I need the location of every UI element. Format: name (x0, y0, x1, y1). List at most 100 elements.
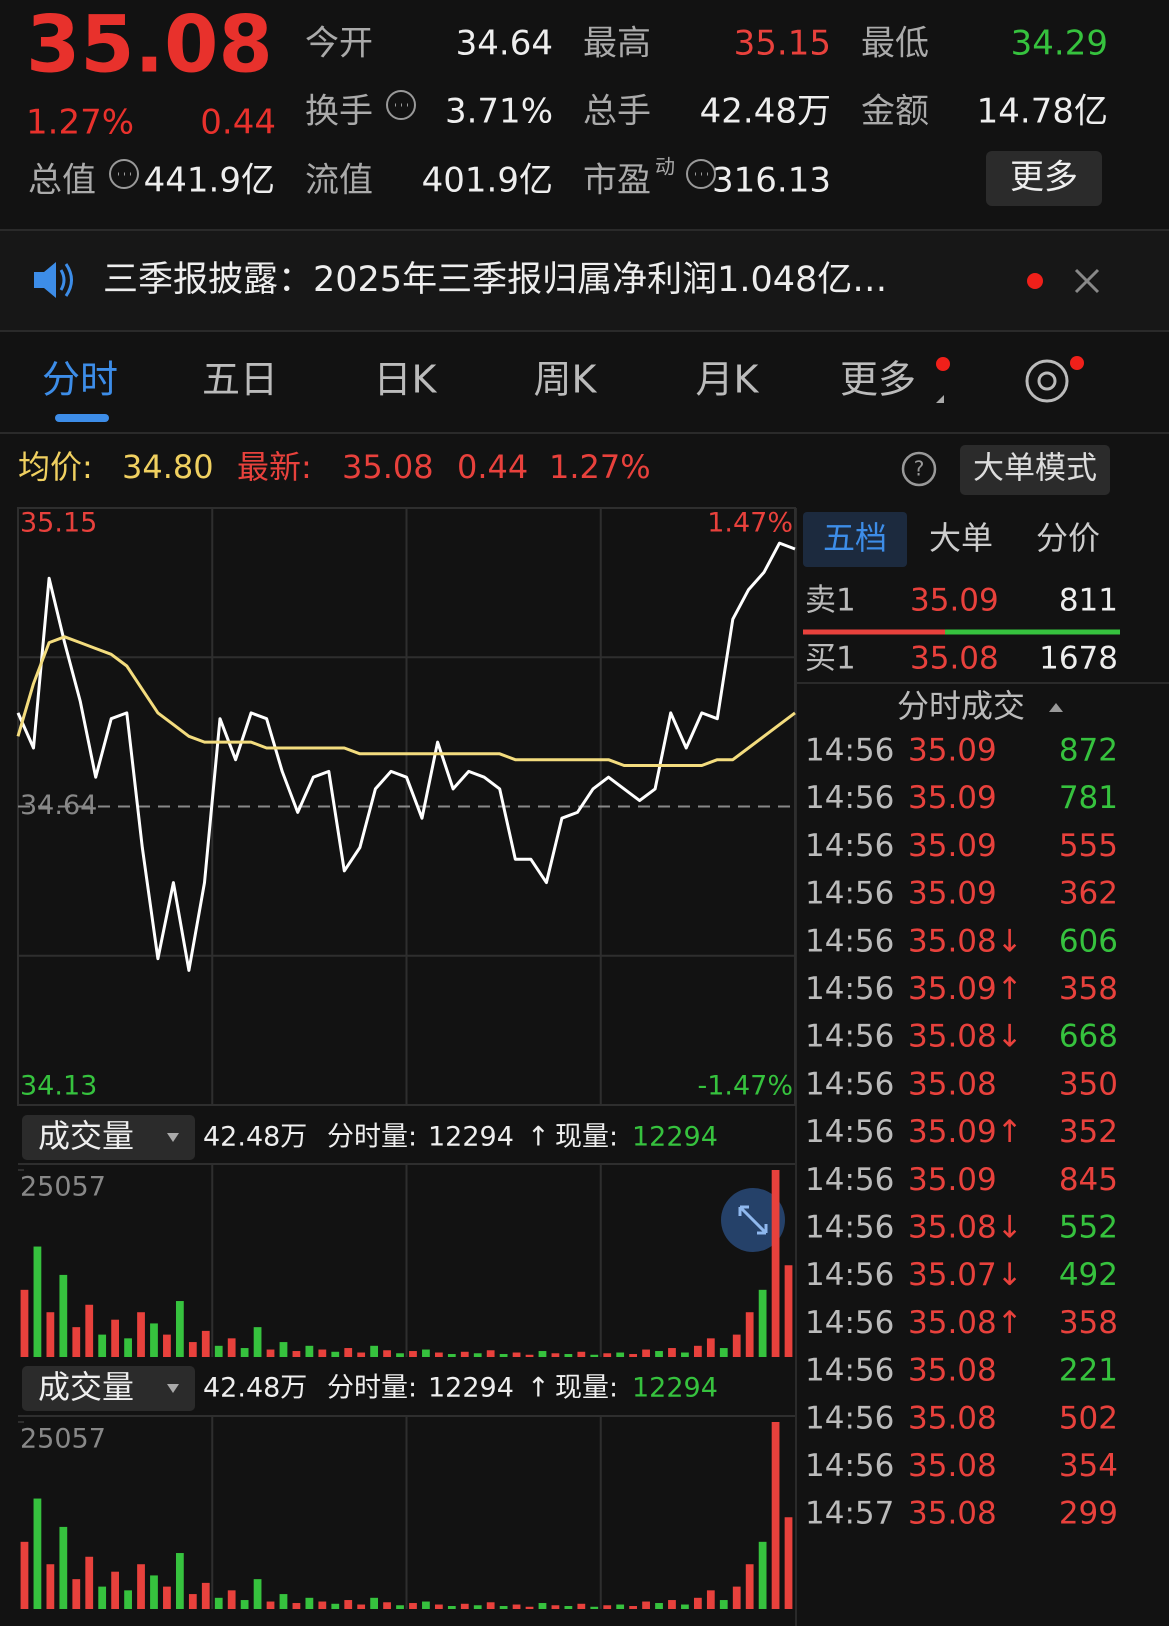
volume-bar (603, 1605, 612, 1609)
volume-bar (409, 1603, 417, 1609)
volume-bar (668, 1600, 676, 1609)
volume-bar (551, 1353, 560, 1357)
trade-price: 35.09 (908, 733, 997, 769)
volume-bar (266, 1349, 275, 1357)
trade-price: 35.07↓ (908, 1257, 1023, 1293)
speaker-icon (34, 262, 73, 298)
trade-price: 35.09↑ (908, 1114, 1023, 1150)
volume-bar (85, 1556, 94, 1609)
notice-text[interactable]: 三季报披露：2025年三季报归属净利润1.048亿… (103, 260, 887, 300)
volume-bar (20, 1289, 29, 1357)
volume-bar (279, 1594, 288, 1609)
book-label: 买1 (805, 641, 856, 677)
volume-bar (732, 1586, 741, 1609)
volume-bar (486, 1602, 495, 1609)
volume-bar (525, 1606, 534, 1609)
field-label: 换手 (305, 92, 373, 132)
volume-bar (344, 1600, 353, 1609)
y-tick-label: 35.15 (20, 508, 97, 539)
volume-bar (642, 1349, 650, 1357)
trade-volume: 352 (1059, 1114, 1118, 1150)
volume-bar (745, 1564, 754, 1609)
tab[interactable]: 周K (534, 358, 598, 402)
mode-button[interactable] (960, 445, 1110, 495)
dropdown-icon[interactable] (167, 1384, 179, 1393)
side-tab[interactable]: 分价 (1036, 519, 1100, 557)
volume-bar (318, 1601, 327, 1609)
volume-bar (124, 1338, 132, 1357)
more-button[interactable] (986, 151, 1102, 206)
volume-bar (98, 1586, 107, 1609)
tab[interactable]: 五日 (202, 358, 278, 402)
info-change-pct: 1.27% (549, 448, 651, 486)
side-tab[interactable]: 大单 (929, 519, 993, 557)
y-tick-label: 25057 (20, 1424, 106, 1455)
current-label: 现量: (555, 1122, 618, 1153)
tab[interactable]: 更多 (840, 358, 916, 402)
info-icon[interactable] (109, 159, 139, 189)
volume-bar (370, 1345, 379, 1357)
volume-bar (357, 1352, 366, 1357)
volume-bar (681, 1604, 689, 1609)
book-volume: 811 (1059, 583, 1118, 619)
tab[interactable]: 月K (696, 358, 760, 402)
info-icon[interactable] (686, 159, 716, 189)
help-icon[interactable] (901, 451, 937, 487)
field-label: 流值 (305, 161, 373, 201)
volume-bar (85, 1304, 94, 1357)
mode-button-label[interactable]: 大单模式 (973, 451, 1097, 487)
trade-time: 14:56 (805, 1019, 894, 1055)
trade-volume: 502 (1059, 1400, 1118, 1436)
more-button-label[interactable]: 更多 (1010, 158, 1078, 198)
trade-price: 35.08 (908, 1496, 997, 1532)
volume-bar (758, 1289, 767, 1357)
volume-bar (616, 1604, 625, 1609)
expand-icon[interactable] (738, 1205, 768, 1235)
trade-time: 14:56 (805, 1305, 894, 1341)
info-icon[interactable] (386, 90, 416, 120)
close-icon[interactable] (1074, 268, 1100, 294)
volume-bar (422, 1349, 430, 1357)
trade-price: 35.08 (908, 1448, 997, 1484)
settings-icon[interactable] (1025, 359, 1069, 403)
tab[interactable]: 日K (374, 358, 438, 402)
side-tab[interactable]: 五档 (823, 519, 887, 557)
volume-bar (279, 1342, 288, 1357)
volume-bar (655, 1351, 663, 1357)
indicator-name[interactable]: 成交量 (38, 1368, 134, 1406)
indicator-name[interactable]: 成交量 (38, 1117, 134, 1155)
tab-active[interactable]: 分时 (42, 358, 118, 402)
volume-bar (344, 1348, 353, 1357)
volume-bar (512, 1604, 521, 1609)
volume-bar (253, 1579, 262, 1609)
trade-price: 35.08↓ (908, 1019, 1023, 1055)
last-price: 35.08 (26, 0, 273, 90)
minute-label: 分时量: (327, 1373, 417, 1404)
field-value: 34.29 (1011, 24, 1108, 64)
volume-total: 42.48万 (203, 1373, 307, 1404)
trade-time: 14:56 (805, 1448, 894, 1484)
trade-time: 14:56 (805, 971, 894, 1007)
volume-bar (357, 1604, 366, 1609)
field-value: 14.78亿 (977, 92, 1108, 132)
trade-price: 35.08 (908, 1066, 997, 1102)
info-change: 0.44 (457, 448, 528, 486)
info-latest: 35.08 (342, 448, 434, 486)
dropdown-icon[interactable] (167, 1133, 179, 1142)
volume-bar (227, 1590, 236, 1609)
trade-time: 14:56 (805, 876, 894, 912)
field-label: 最高 (583, 24, 651, 64)
field-value: 316.13 (712, 161, 831, 201)
trade-volume: 845 (1059, 1162, 1118, 1198)
trade-volume: 358 (1059, 1305, 1118, 1341)
sort-icon[interactable] (1049, 703, 1063, 712)
volume-bar (59, 1526, 68, 1609)
help-mark[interactable]: ? (914, 457, 925, 481)
indicator-select[interactable] (22, 1366, 195, 1411)
volume-bar (111, 1319, 120, 1357)
indicator-select[interactable] (22, 1115, 195, 1160)
volume-bar (46, 1312, 55, 1357)
trade-volume: 872 (1059, 733, 1118, 769)
